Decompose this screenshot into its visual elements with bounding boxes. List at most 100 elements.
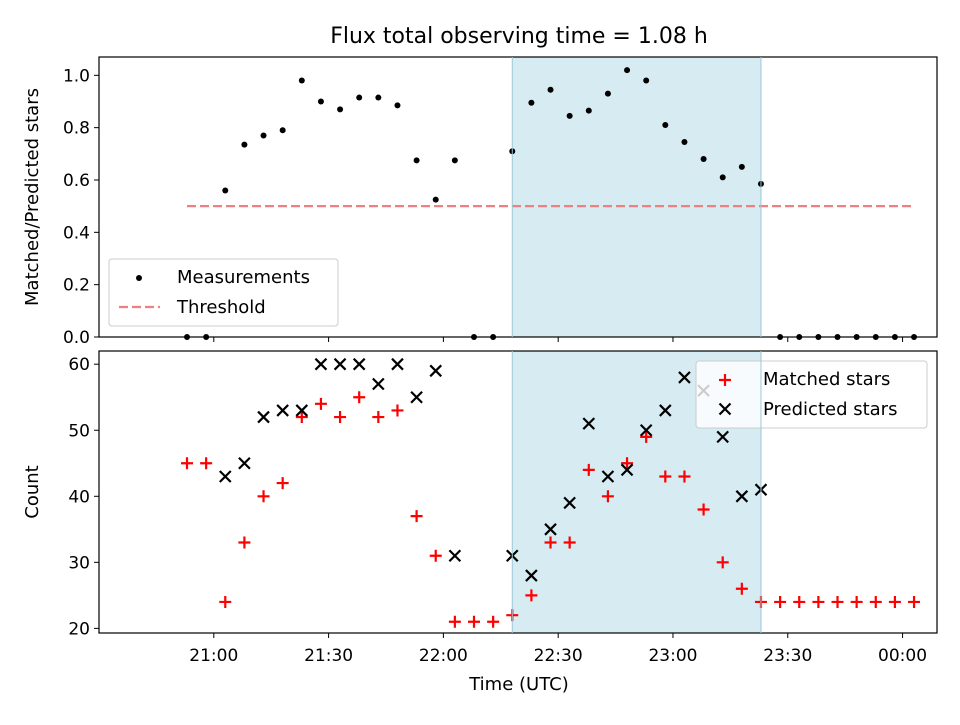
matched-star-point xyxy=(601,490,614,503)
top-y-axis-label: Matched/Predicted stars xyxy=(22,88,43,306)
matched-star-point xyxy=(869,595,882,608)
measurement-point xyxy=(604,90,611,97)
x-tick-label: 23:30 xyxy=(763,646,812,666)
matched-star-point xyxy=(181,457,194,470)
x-tick-label: 22:30 xyxy=(534,646,583,666)
matched-star-point xyxy=(429,549,442,562)
x-axis-label: Time (UTC) xyxy=(468,674,569,695)
predicted-star-point xyxy=(276,404,289,417)
matched-star-point xyxy=(372,411,385,424)
measurement-point xyxy=(681,139,688,146)
y-tick-label: 50 xyxy=(68,421,90,441)
top-legend: Measurements Threshold xyxy=(108,258,339,327)
y-tick-label: 20 xyxy=(68,619,90,639)
predicted-star-point xyxy=(410,390,423,404)
legend-box xyxy=(695,360,928,429)
measurement-point xyxy=(547,86,554,93)
matched-star-point xyxy=(314,397,327,410)
x-tick-label: 00:00 xyxy=(878,646,927,666)
matched-star-point xyxy=(678,470,691,483)
top-axes-frame xyxy=(98,56,938,338)
x-tick-label: 22:00 xyxy=(419,646,468,666)
matched-star-point xyxy=(525,589,538,602)
predicted-star-point xyxy=(639,423,653,437)
matched-star-point xyxy=(353,391,366,404)
measurement-point xyxy=(241,141,248,148)
predicted-star-point xyxy=(716,430,729,444)
matched-star-point xyxy=(831,595,844,608)
y-tick-label: 0.4 xyxy=(63,223,90,243)
bottom-panel: 20 30 40 50 60 21:00 21:30 22:00 22:30 23:00 23:3… xyxy=(22,350,938,695)
matched-star-point xyxy=(487,615,500,628)
measurement-point xyxy=(375,94,382,101)
predicted-star-point xyxy=(563,496,576,510)
measurement-point xyxy=(643,77,650,84)
measurement-point xyxy=(662,122,669,129)
measurement-point xyxy=(566,112,573,119)
predicted-star-point xyxy=(314,357,328,371)
measurement-point xyxy=(700,156,707,163)
predicted-star-point xyxy=(238,456,251,470)
measurement-point xyxy=(260,132,267,139)
bottom-legend: Matched stars Predicted stars xyxy=(695,360,928,429)
matched-star-point xyxy=(582,463,595,476)
y-tick-label: 30 xyxy=(68,553,90,573)
matched-star-point xyxy=(888,595,901,608)
matched-star-point xyxy=(448,615,461,628)
predicted-star-point xyxy=(525,569,538,582)
measurement-point xyxy=(356,94,363,101)
predicted-star-point xyxy=(372,377,385,391)
top-panel: 0.0 0.2 0.4 0.6 0.8 1.0 Matched/Predicted sta… xyxy=(22,56,938,348)
legend-marker-measurements xyxy=(136,275,142,281)
y-tick-label: 1.0 xyxy=(63,66,90,86)
y-tick-label: 0.2 xyxy=(63,276,90,296)
predicted-star-point xyxy=(448,549,462,563)
predicted-star-point xyxy=(257,410,270,424)
predicted-star-point xyxy=(295,404,309,417)
matched-star-point xyxy=(697,503,710,516)
predicted-star-point xyxy=(333,357,347,371)
measurement-point xyxy=(624,67,631,74)
measurement-point xyxy=(738,163,745,170)
y-tick-label: 0.8 xyxy=(63,119,90,139)
measurement-point xyxy=(719,174,726,181)
top-shaded-span xyxy=(512,57,761,337)
measurement-point xyxy=(337,106,344,113)
matched-star-point xyxy=(812,595,825,608)
matched-star-point xyxy=(334,411,347,424)
measurement-point xyxy=(317,98,324,105)
measurement-point xyxy=(413,157,420,164)
legend-box xyxy=(108,258,339,327)
matched-star-point xyxy=(544,536,557,549)
legend-marker-predicted xyxy=(718,402,732,416)
matched-star-point xyxy=(257,490,270,503)
chart-title: Flux total observing time = 1.08 h xyxy=(330,24,708,49)
predicted-star-point xyxy=(391,357,404,371)
matched-star-point xyxy=(219,595,232,608)
predicted-star-point xyxy=(582,417,596,430)
legend-label-threshold: Threshold xyxy=(176,297,266,318)
matched-star-point xyxy=(850,595,863,608)
predicted-star-point xyxy=(544,523,557,536)
bottom-axes-frame xyxy=(98,350,938,634)
matched-star-point xyxy=(640,430,653,443)
matched-star-point xyxy=(908,595,921,608)
matched-star-point xyxy=(295,411,308,424)
measurement-point xyxy=(222,187,229,194)
legend-label-matched: Matched stars xyxy=(763,369,890,390)
measurement-point xyxy=(528,99,535,106)
measurement-point xyxy=(585,107,592,114)
matched-star-point xyxy=(621,457,634,470)
matched-star-point xyxy=(238,536,251,549)
x-tick-label: 21:30 xyxy=(304,646,353,666)
legend-label-measurements: Measurements xyxy=(177,267,310,288)
matched-star-point xyxy=(467,615,480,628)
predicted-star-point xyxy=(678,371,691,384)
y-tick-label: 60 xyxy=(68,355,90,375)
predicted-star-point xyxy=(620,463,634,477)
predicted-star-point xyxy=(429,364,443,378)
legend-marker-matched xyxy=(719,374,731,386)
matched-star-point xyxy=(391,404,404,417)
